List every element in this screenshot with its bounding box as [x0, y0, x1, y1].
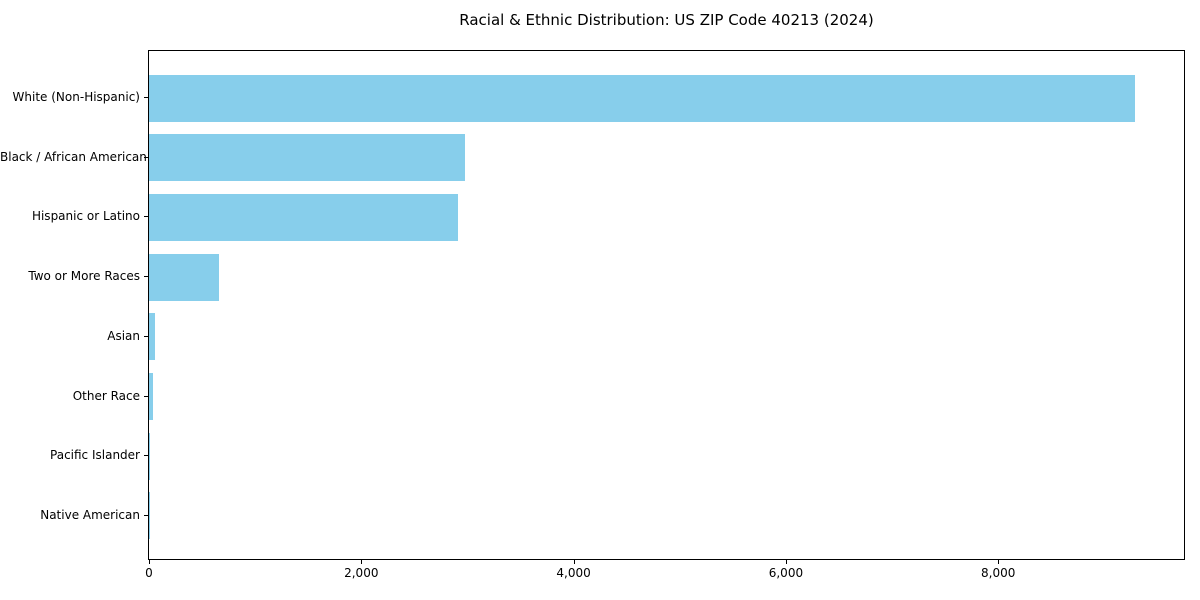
- y-tick-mark: [144, 455, 148, 457]
- x-tick-mark: [149, 560, 150, 564]
- y-tick-mark: [144, 276, 148, 278]
- x-tick-label: 4,000: [556, 566, 591, 580]
- chart-title: Racial & Ethnic Distribution: US ZIP Cod…: [459, 11, 874, 29]
- x-tick-mark: [785, 560, 787, 564]
- y-tick-label: Two or More Races: [28, 269, 140, 284]
- y-tick-mark: [144, 395, 148, 397]
- y-tick-mark: [144, 156, 148, 158]
- bar-asian: [149, 313, 156, 361]
- y-tick-label: Black / African American: [0, 149, 147, 164]
- bar-pacific-islander: [149, 432, 151, 480]
- y-tick-mark: [144, 97, 148, 98]
- y-tick-label: Pacific Islander: [50, 448, 140, 463]
- x-tick-mark: [573, 560, 575, 564]
- x-tick-label: 2,000: [344, 566, 379, 580]
- bar-two-or-more-races: [149, 253, 220, 301]
- bar-black-african-american: [149, 134, 465, 182]
- y-tick-mark: [144, 216, 148, 218]
- y-tick-label: Hispanic or Latino: [31, 209, 140, 224]
- x-tick-label: 6,000: [768, 566, 804, 580]
- y-tick-label: Asian: [107, 328, 140, 343]
- x-tick-label: 0: [145, 566, 153, 580]
- x-tick-mark: [998, 560, 1000, 564]
- y-tick-label: Other Race: [72, 388, 140, 403]
- bar-hispanic-or-latino: [149, 193, 458, 241]
- x-tick-mark: [361, 560, 363, 564]
- plot-area: [148, 50, 1185, 560]
- y-tick-label: Native American: [40, 507, 140, 522]
- y-tick-mark: [144, 335, 148, 337]
- bar-other-race: [149, 373, 154, 420]
- x-tick-label: 8,000: [981, 566, 1016, 580]
- y-tick-label: White (Non-Hispanic): [12, 90, 140, 104]
- y-tick-mark: [144, 514, 148, 516]
- bar-white-non-hispanic: [149, 74, 1136, 122]
